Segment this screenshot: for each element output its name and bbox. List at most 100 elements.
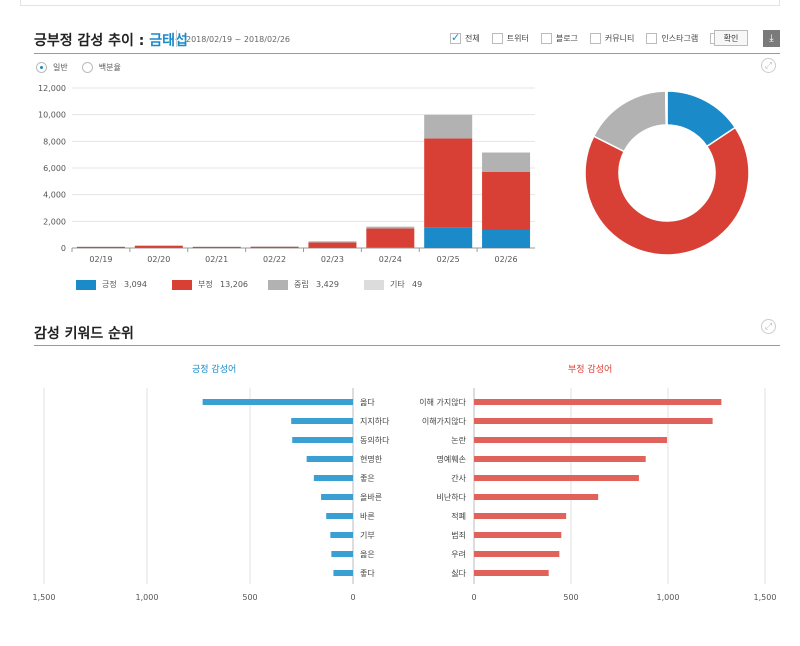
pos-keyword-label: 바른	[360, 511, 375, 521]
bar-segment	[482, 152, 531, 172]
filter-twitter[interactable]: 트위터	[491, 32, 529, 44]
filter-community[interactable]: 커뮤니티	[589, 32, 634, 44]
legend-neutral[interactable]: 중립 3,429	[268, 279, 364, 290]
filter-all-checkbox[interactable]	[450, 31, 461, 44]
download-button[interactable]: ⤓	[763, 30, 780, 47]
filter-all[interactable]: 전체	[450, 31, 480, 44]
bar-segment	[424, 114, 473, 139]
donut-slice	[664, 90, 668, 126]
expand-chart-button[interactable]: ⤢	[761, 58, 776, 73]
x-tick-label: 02/24	[379, 255, 402, 264]
period-text: 2018/02/19 ~ 2018/02/26	[186, 35, 291, 44]
y-tick-label: 4,000	[43, 191, 66, 200]
x-tick-label: 02/21	[205, 255, 228, 264]
neg-keyword-bar	[474, 551, 560, 557]
filter-blog-checkbox[interactable]	[540, 32, 552, 44]
pos-keyword-label: 현명한	[360, 454, 383, 464]
mode-percent-radio[interactable]	[81, 62, 93, 73]
mode-normal-radio[interactable]	[36, 62, 47, 73]
pos-keyword-bar	[333, 570, 353, 576]
bar-segment	[482, 172, 531, 230]
bar-segment	[424, 227, 473, 248]
trend-title: 긍부정 감성 추이 : 금태섭	[34, 30, 188, 50]
legend-positive-swatch	[76, 279, 96, 290]
y-tick-label: 10,000	[38, 111, 66, 120]
bar-segment	[134, 245, 183, 246]
pos-keyword-label: 동의하다	[360, 435, 390, 445]
trend-keyword: 금태섭	[149, 33, 188, 49]
filter-all-label: 전체	[465, 33, 480, 43]
filter-twitter-checkbox[interactable]	[491, 32, 503, 44]
filter-instagram-checkbox[interactable]	[646, 32, 658, 44]
legend-other-swatch	[364, 279, 384, 290]
legend-other[interactable]: 기타 49	[364, 279, 460, 290]
legend-negative-swatch	[172, 279, 192, 290]
bar-segment	[366, 228, 415, 248]
x-tick-label: 02/19	[89, 255, 112, 264]
pos-keyword-bar	[313, 475, 353, 481]
filter-community-checkbox[interactable]	[589, 32, 601, 44]
filter-instagram-label: 인스타그램	[661, 33, 699, 43]
neg-keyword-label: 이해가지않다	[422, 416, 467, 426]
pos-keyword-bar	[202, 399, 353, 405]
bar-segment	[192, 246, 241, 248]
donut-slice	[592, 90, 668, 153]
pos-keyword-label: 옳다	[360, 398, 375, 407]
neg-keyword-bar	[474, 437, 668, 443]
bar-segment	[76, 246, 125, 248]
neg-keyword-bar	[474, 513, 567, 519]
neg-x-tick-label: 1,500	[754, 593, 777, 602]
mode-normal-label: 일반	[53, 63, 68, 72]
section1-underline	[34, 53, 780, 54]
bar-segment	[308, 242, 357, 248]
legend-other-value: 49	[412, 280, 423, 289]
neg-keyword-label: 우려	[451, 549, 466, 559]
mode-percent[interactable]: 백분율	[81, 62, 121, 73]
filter-twitter-label: 트위터	[506, 33, 529, 43]
pos-keyword-label: 좋은	[360, 474, 375, 483]
legend-neutral-label: 중립	[294, 280, 309, 289]
keyword-rank-title: 감성 키워드 순위	[34, 326, 134, 342]
expand-icon: ⤢	[764, 60, 773, 71]
legend-positive[interactable]: 긍정 3,094	[76, 279, 172, 290]
pos-keyword-label: 지지하다	[360, 416, 390, 426]
neg-keyword-label: 싫다	[451, 568, 466, 578]
legend-negative-label: 부정	[198, 280, 213, 289]
bar-segment	[250, 246, 299, 248]
y-tick-label: 0	[61, 244, 66, 253]
legend-negative[interactable]: 부정 13,206	[172, 279, 268, 290]
positive-keywords-title: 긍정 감성어	[192, 365, 237, 375]
legend-neutral-swatch	[268, 279, 288, 290]
filter-instagram[interactable]: 인스타그램	[646, 32, 699, 44]
pos-x-tick-label: 1,500	[33, 593, 56, 602]
neg-keyword-bar	[474, 475, 639, 481]
display-mode-radios: 일반 백분율	[36, 62, 135, 73]
y-tick-label: 8,000	[43, 137, 66, 146]
neg-keyword-bar	[474, 570, 549, 576]
x-tick-label: 02/22	[263, 255, 286, 264]
neg-keyword-label: 논란	[451, 435, 466, 445]
bar-segment	[366, 226, 415, 229]
section2-underline	[34, 345, 780, 346]
neg-keyword-label: 이해 가지않다	[419, 397, 466, 407]
neg-keyword-bar	[474, 399, 722, 405]
mode-normal[interactable]: 일반	[36, 62, 68, 73]
y-tick-label: 6,000	[43, 164, 66, 173]
neg-x-tick-label: 0	[471, 593, 476, 602]
neg-keyword-label: 간사	[451, 473, 466, 483]
pos-keyword-bar	[331, 551, 353, 557]
pos-keyword-bar	[306, 456, 353, 462]
filter-blog[interactable]: 블로그	[540, 32, 578, 44]
title-divider	[176, 30, 177, 47]
pos-x-tick-label: 500	[242, 593, 257, 602]
download-icon: ⤓	[769, 33, 774, 44]
negative-keywords-title: 부정 감성어	[568, 365, 613, 375]
neg-keyword-label: 적폐	[451, 511, 466, 521]
confirm-button[interactable]: 확인	[714, 30, 748, 46]
x-tick-label: 02/23	[321, 255, 344, 264]
expand-keyword-button[interactable]: ⤢	[761, 319, 776, 334]
legend-positive-value: 3,094	[124, 280, 147, 289]
neg-x-tick-label: 500	[563, 593, 578, 602]
expand-icon: ⤢	[764, 321, 773, 332]
